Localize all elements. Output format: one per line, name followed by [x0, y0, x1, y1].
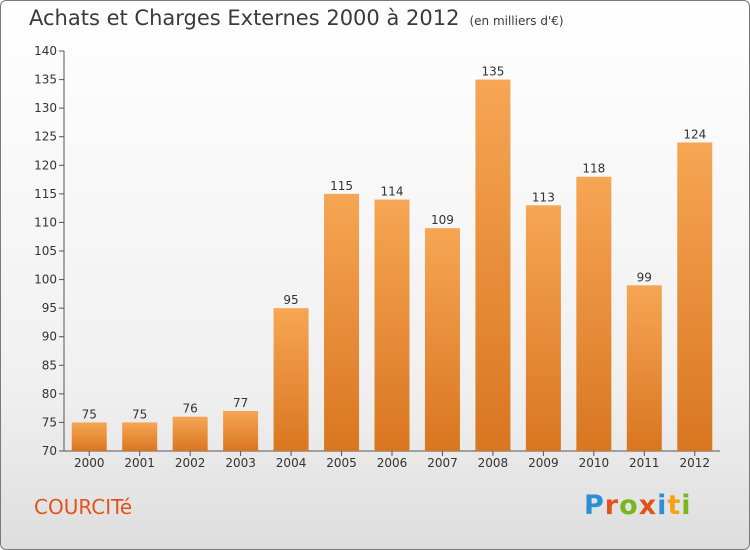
x-tick-label: 2001 — [124, 456, 155, 470]
bars — [71, 79, 713, 452]
chart-title: Achats et Charges Externes 2000 à 2012 (e… — [29, 6, 564, 30]
y-tick-label: 90 — [42, 330, 57, 344]
data-label: 77 — [233, 396, 248, 410]
data-label: 95 — [283, 293, 298, 307]
x-tick-label: 2005 — [326, 456, 357, 470]
data-label: 118 — [582, 162, 605, 176]
data-label: 113 — [532, 190, 555, 204]
data-label: 115 — [330, 179, 353, 193]
x-tick-label: 2002 — [175, 456, 206, 470]
logo-letter: x — [638, 490, 658, 521]
logo-letter: i — [657, 490, 668, 521]
y-tick-label: 140 — [34, 44, 57, 58]
chart-subtitle: (en milliers d'€) — [469, 14, 564, 28]
logo-letter: i — [681, 490, 692, 521]
y-tick-label: 115 — [34, 187, 57, 201]
x-tick-label: 2011 — [629, 456, 660, 470]
bar — [677, 142, 713, 451]
bar — [626, 285, 662, 451]
y-tick-label: 110 — [34, 215, 57, 229]
x-tick-label: 2010 — [579, 456, 610, 470]
x-tick-label: 2007 — [427, 456, 458, 470]
y-tick-label: 135 — [34, 73, 57, 87]
y-tick-label: 120 — [34, 158, 57, 172]
axes: 70 75 80 85 90 95 100 105 110 115 120 125 130 135 140 2… — [34, 44, 720, 470]
bar — [374, 199, 410, 451]
logo-letter: P — [584, 490, 605, 521]
bar — [525, 205, 561, 451]
x-tick-label: 2000 — [74, 456, 105, 470]
bar — [71, 422, 107, 451]
y-tick-label: 85 — [42, 358, 57, 372]
chart-title-text: Achats et Charges Externes 2000 à 2012 — [29, 6, 460, 30]
x-tick-label: 2006 — [377, 456, 408, 470]
data-label: 124 — [683, 127, 706, 141]
data-labels: 75 75 76 77 95 115 114 109 135 113 118 99 124 — [82, 65, 707, 422]
bar — [475, 79, 511, 452]
x-tick-label: 2012 — [679, 456, 710, 470]
x-tick-label: 2009 — [528, 456, 559, 470]
data-label: 76 — [183, 402, 198, 416]
bar — [273, 308, 309, 451]
bar — [424, 228, 460, 451]
data-label: 114 — [381, 185, 404, 199]
data-label: 99 — [637, 270, 652, 284]
data-label: 135 — [481, 65, 504, 79]
proxiti-logo: Proxiti — [584, 490, 692, 521]
logo-letter: r — [604, 490, 620, 521]
y-tick-label: 70 — [42, 444, 57, 458]
bar — [576, 176, 612, 451]
logo-letter: t — [667, 490, 682, 521]
y-tick-label: 105 — [34, 244, 57, 258]
bar — [172, 416, 208, 451]
y-tick-label: 130 — [34, 101, 57, 115]
data-label: 75 — [82, 407, 97, 421]
bar — [223, 411, 259, 451]
commune-name: COURCITé — [34, 495, 133, 519]
x-tick-label: 2004 — [276, 456, 307, 470]
bar — [122, 422, 158, 451]
y-tick-label: 125 — [34, 130, 57, 144]
x-tick-label: 2003 — [225, 456, 256, 470]
logo-letter: o — [619, 490, 639, 521]
y-tick-label: 80 — [42, 387, 57, 401]
bar — [324, 193, 360, 451]
y-tick-label: 100 — [34, 273, 57, 287]
data-label: 109 — [431, 213, 454, 227]
data-label: 75 — [132, 407, 147, 421]
y-tick-label: 95 — [42, 301, 57, 315]
y-tick-label: 75 — [42, 415, 57, 429]
x-tick-label: 2008 — [478, 456, 509, 470]
